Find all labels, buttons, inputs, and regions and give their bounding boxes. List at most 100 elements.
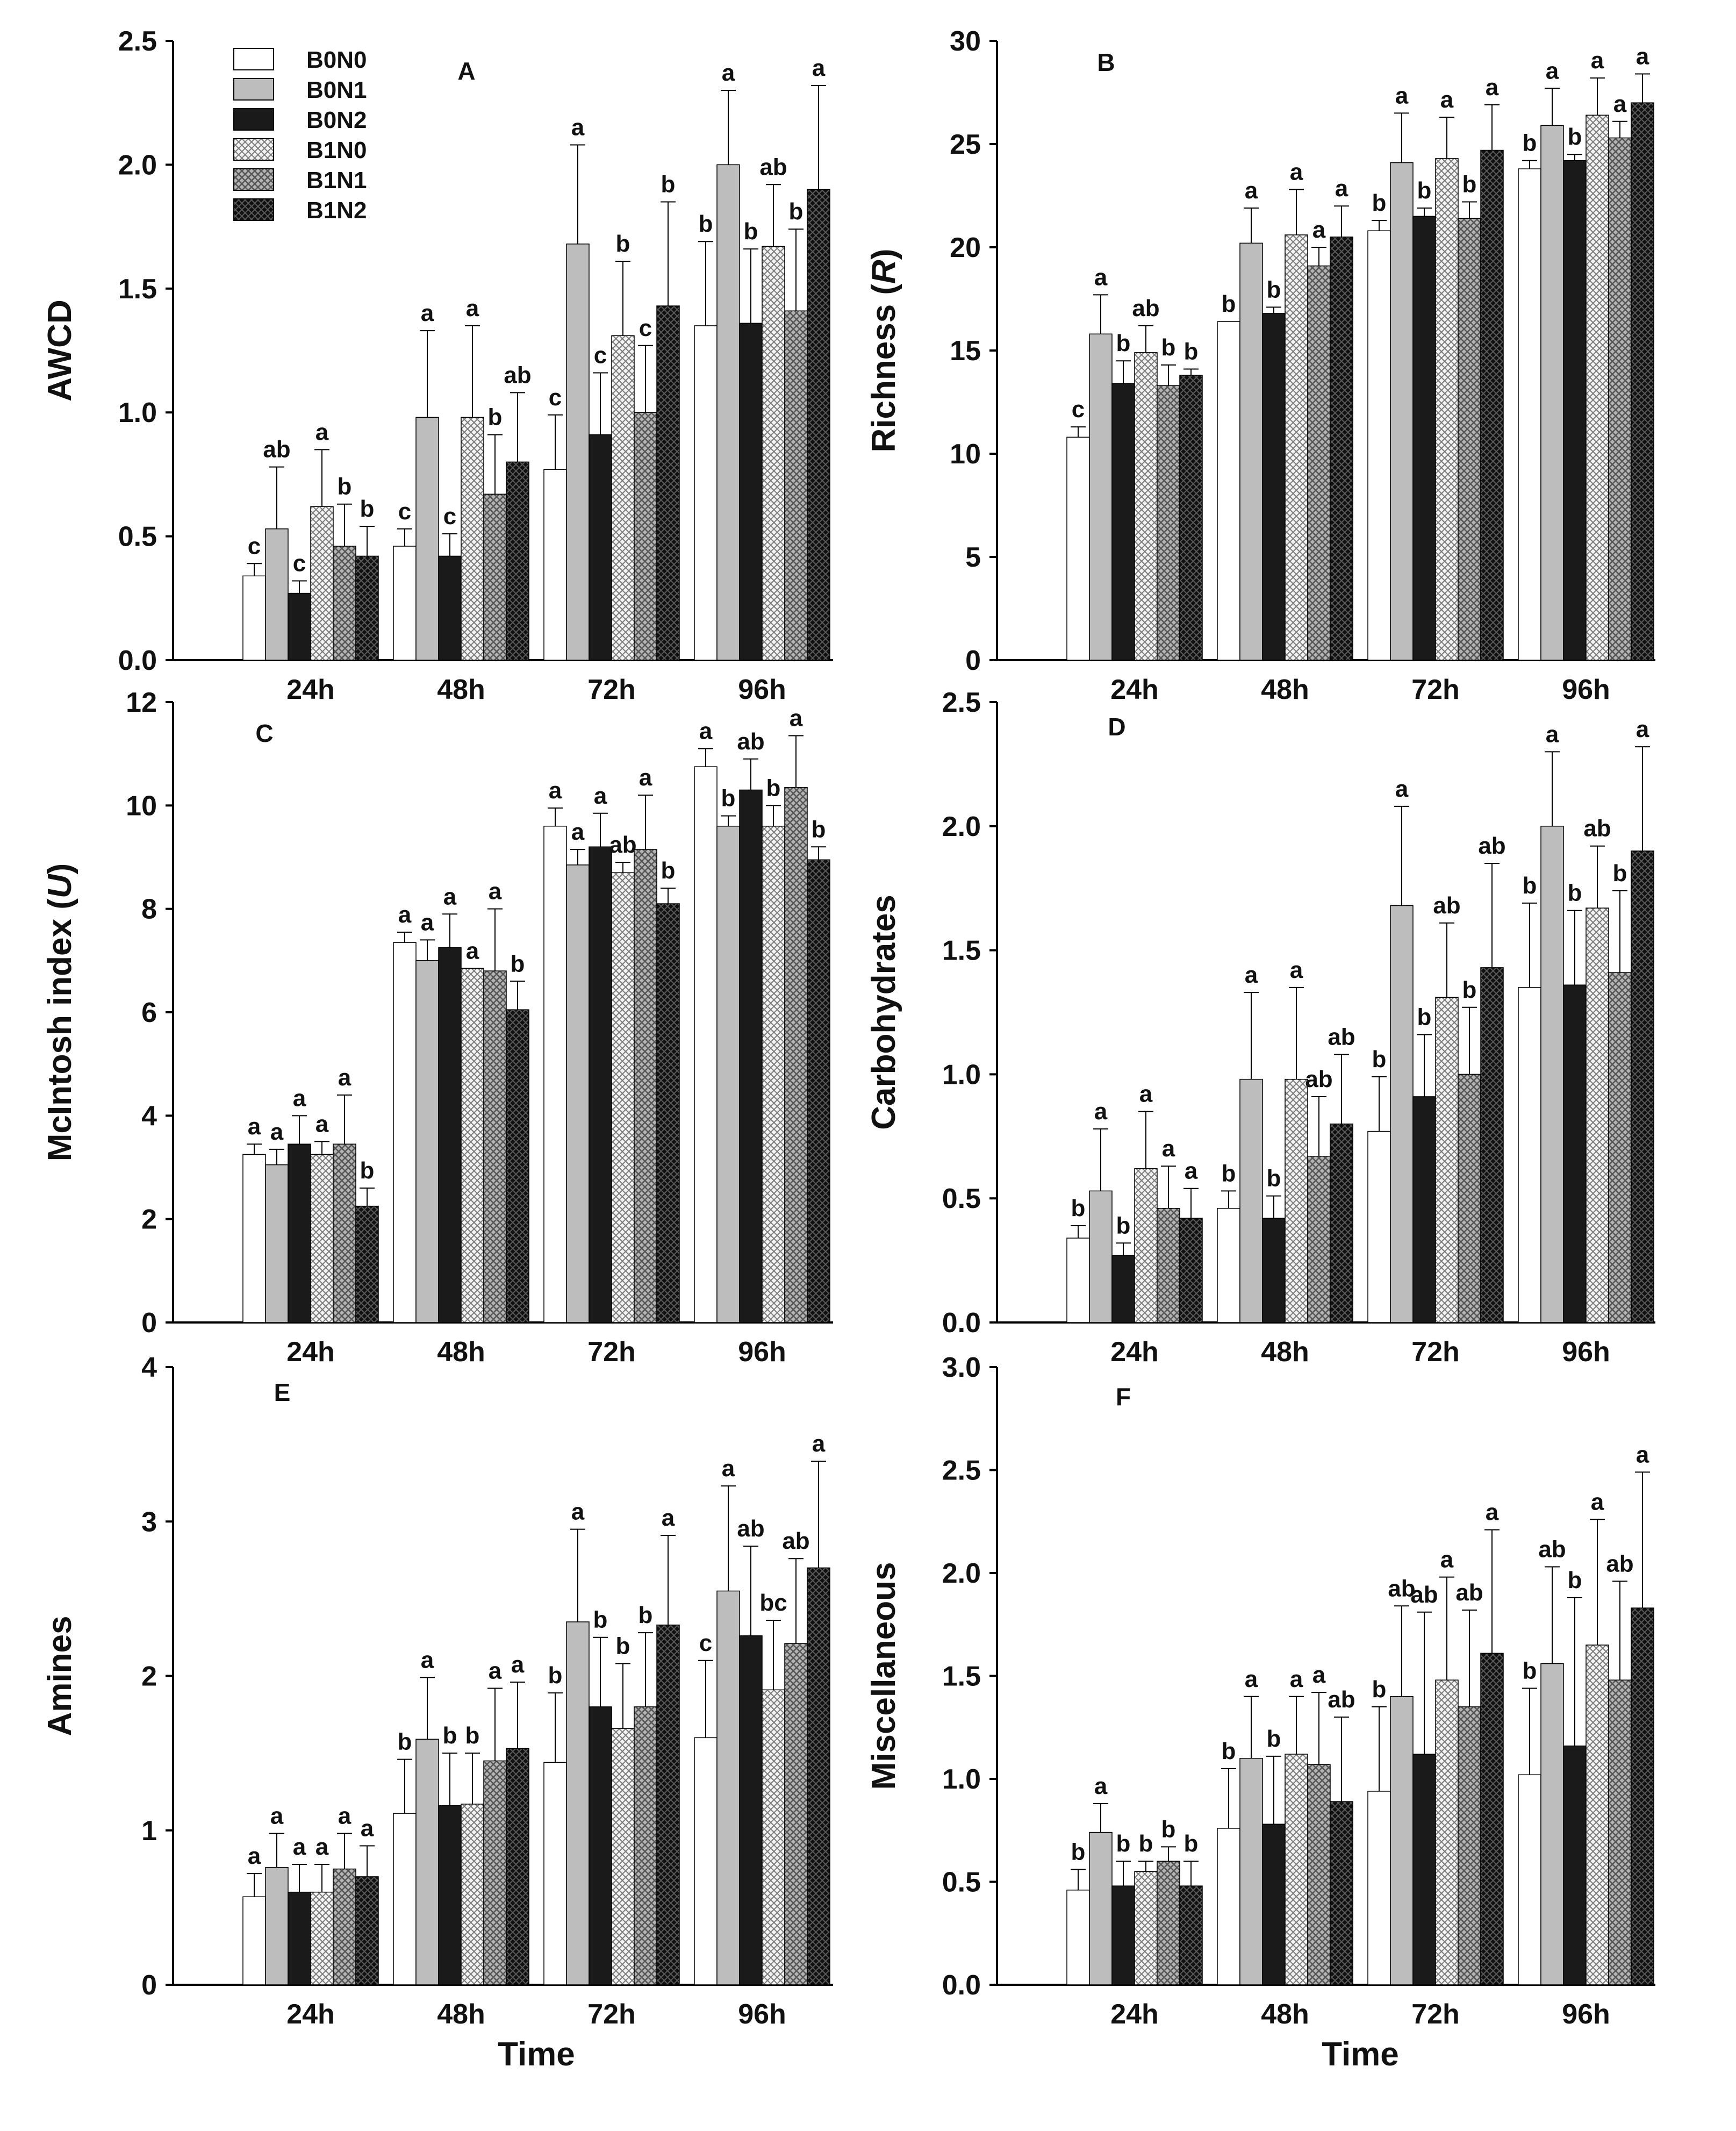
legend-label-B0N2: B0N2 xyxy=(306,107,367,133)
y-tick-label: 5 xyxy=(965,542,981,573)
bar-B1N2-24h xyxy=(1179,375,1203,661)
y-tick-label: 2.5 xyxy=(118,26,157,57)
bar-B1N1-72h xyxy=(1458,218,1481,661)
bar-B1N2-96h xyxy=(807,1567,830,1985)
bar-B0N2-96h xyxy=(739,323,763,661)
bar-B1N2-96h xyxy=(1631,102,1654,661)
bar-B1N0-96h xyxy=(1586,115,1609,661)
significance-letter: b xyxy=(1071,1839,1086,1865)
bar-B0N1-48h xyxy=(415,1739,439,1985)
bar-B0N0-72h xyxy=(1367,230,1391,661)
panel-label: A xyxy=(457,57,475,85)
significance-letter: ab xyxy=(1305,1066,1332,1092)
y-axis-title-text: Miscellaneous xyxy=(865,1562,902,1790)
bar-B1N1-72h xyxy=(634,849,657,1323)
significance-letter: a xyxy=(489,1657,502,1684)
significance-letter: b xyxy=(1161,1816,1176,1842)
bar-B0N0-96h xyxy=(1518,168,1541,661)
y-tick-label: 0.0 xyxy=(118,645,157,676)
legend-label-B1N2: B1N2 xyxy=(306,197,367,224)
bar-B0N1-72h xyxy=(1390,162,1414,661)
bar-B0N1-24h xyxy=(1089,1190,1113,1323)
significance-letter: b xyxy=(1462,977,1477,1003)
bar-B0N0-96h xyxy=(694,1737,718,1985)
significance-letter: b xyxy=(1372,1676,1387,1703)
bar-B1N1-24h xyxy=(1157,385,1180,661)
bar-B0N0-48h xyxy=(393,1813,417,1985)
bar-B0N2-24h xyxy=(1111,1885,1135,1985)
y-tick-label: 0.5 xyxy=(118,521,157,553)
bar-B0N0-24h xyxy=(242,575,266,661)
bar-B1N0-72h xyxy=(611,1728,635,1985)
bar-B1N0-48h xyxy=(461,417,484,661)
significance-letter: a xyxy=(1546,58,1559,84)
bar-B0N1-72h xyxy=(1390,905,1414,1323)
bar-B1N1-48h xyxy=(483,970,507,1323)
bar-B0N2-48h xyxy=(438,1805,462,1985)
x-tick-label: 72h xyxy=(1411,1336,1460,1368)
y-axis-title: Richness (R) xyxy=(865,249,902,453)
x-tick-label: 24h xyxy=(1110,1336,1159,1368)
y-tick-label: 0.5 xyxy=(942,1867,981,1898)
y-tick-label: 3.0 xyxy=(942,1352,981,1383)
significance-letter: b xyxy=(1417,177,1432,204)
bar-B0N2-24h xyxy=(288,1891,311,1985)
x-tick-label: 48h xyxy=(1261,674,1309,705)
legend-label-B1N0: B1N0 xyxy=(306,137,367,163)
bar-B1N0-24h xyxy=(1134,1168,1158,1323)
y-tick-label: 10 xyxy=(126,790,157,821)
x-tick-label: 72h xyxy=(587,1336,636,1368)
bar-B0N1-24h xyxy=(265,1164,289,1323)
legend-label-B0N0: B0N0 xyxy=(306,47,367,73)
y-axis-title-text: Richness xyxy=(865,304,902,453)
y-axis-title-text: AWCD xyxy=(41,299,78,401)
bar-B1N1-48h xyxy=(483,494,507,661)
bar-B0N1-48h xyxy=(1239,1757,1263,1985)
significance-letter: a xyxy=(421,1647,434,1673)
significance-letter: b xyxy=(744,218,758,245)
bar-B1N0-24h xyxy=(310,1154,334,1323)
significance-letter: b xyxy=(812,816,826,842)
legend-label-B0N1: B0N1 xyxy=(306,77,367,103)
bar-B0N2-24h xyxy=(1111,383,1135,661)
significance-letter: ab xyxy=(263,437,290,463)
significance-letter: a xyxy=(1613,91,1627,117)
significance-letter: a xyxy=(1486,1499,1499,1526)
significance-letter: a xyxy=(1636,43,1649,69)
bar-B1N1-72h xyxy=(1458,1706,1481,1985)
significance-letter: c xyxy=(293,550,306,577)
significance-letter: ab xyxy=(737,728,764,755)
significance-letter: ab xyxy=(759,154,787,180)
significance-letter: a xyxy=(1440,87,1454,113)
bar-B0N2-96h xyxy=(1563,160,1587,661)
bar-B1N0-96h xyxy=(762,1689,785,1985)
y-tick-label: 2.0 xyxy=(942,1558,981,1589)
bar-B1N2-48h xyxy=(1330,1801,1353,1985)
bar-B1N2-24h xyxy=(355,1205,379,1323)
significance-letter: ab xyxy=(1328,1024,1355,1050)
bar-B0N1-24h xyxy=(1089,1832,1113,1985)
y-tick-label: 15 xyxy=(950,335,981,367)
y-axis-title: McIntosh index (U) xyxy=(41,863,78,1162)
significance-letter: b xyxy=(1116,1830,1131,1857)
bar-B1N2-96h xyxy=(807,859,830,1323)
bar-B1N2-48h xyxy=(1330,237,1353,661)
bar-B1N2-72h xyxy=(656,903,680,1323)
significance-letter: b xyxy=(661,857,676,884)
significance-letter: a xyxy=(1094,264,1108,290)
bar-B1N0-24h xyxy=(310,1891,334,1985)
x-tick-label: 48h xyxy=(1261,1999,1309,2030)
bar-B0N1-72h xyxy=(1390,1696,1414,1985)
significance-letter: a xyxy=(270,1803,284,1829)
significance-letter: a xyxy=(1290,1666,1303,1692)
x-tick-label: 24h xyxy=(286,1999,335,2030)
significance-letter: c xyxy=(549,384,562,411)
significance-letter: b xyxy=(1372,190,1387,216)
bar-B1N2-72h xyxy=(656,305,680,661)
significance-letter: a xyxy=(1245,962,1258,988)
bar-B1N2-72h xyxy=(1480,149,1504,661)
significance-letter: a xyxy=(338,1803,351,1829)
significance-letter: a xyxy=(489,878,502,905)
